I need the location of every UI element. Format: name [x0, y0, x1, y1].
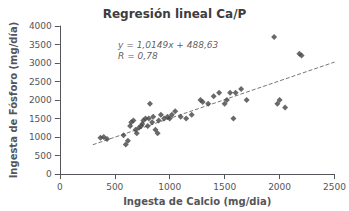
svg-text:y = 1,0149x + 488,63: y = 1,0149x + 488,63	[117, 40, 218, 50]
svg-text:2500: 2500	[29, 77, 52, 87]
svg-text:3500: 3500	[29, 40, 52, 50]
svg-text:3000: 3000	[29, 58, 52, 68]
svg-text:Ingesta de Fósforo (mg/día): Ingesta de Fósforo (mg/día)	[8, 22, 19, 179]
svg-text:0: 0	[46, 169, 52, 179]
svg-text:4000: 4000	[29, 21, 52, 31]
svg-text:2000: 2000	[268, 182, 291, 192]
svg-text:Regresión lineal Ca/P: Regresión lineal Ca/P	[103, 7, 247, 21]
svg-text:0: 0	[57, 182, 63, 192]
svg-text:1000: 1000	[158, 182, 181, 192]
svg-text:500: 500	[35, 151, 52, 161]
svg-text:1500: 1500	[29, 114, 52, 124]
svg-text:1000: 1000	[29, 132, 52, 142]
svg-text:R = 0,78: R = 0,78	[118, 51, 158, 61]
svg-text:500: 500	[106, 182, 123, 192]
svg-text:2000: 2000	[29, 95, 52, 105]
svg-text:2500: 2500	[323, 182, 346, 192]
svg-text:Ingesta de Calcio (mg/dia): Ingesta de Calcio (mg/dia)	[123, 196, 271, 207]
svg-text:1500: 1500	[213, 182, 236, 192]
